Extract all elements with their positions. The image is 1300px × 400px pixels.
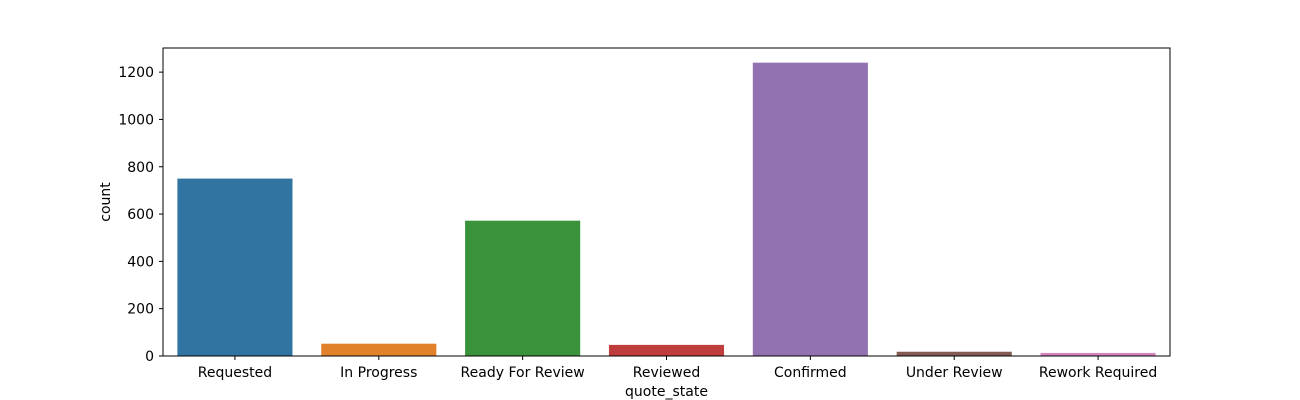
x-tick-label: In Progress xyxy=(340,365,417,381)
bar-under-review xyxy=(896,351,1012,356)
x-tick-label: Under Review xyxy=(906,365,1003,381)
x-axis-label: quote_state xyxy=(625,384,708,400)
y-tick-label: 800 xyxy=(127,160,154,176)
bar-ready-for-review xyxy=(465,220,581,356)
bar-confirmed xyxy=(752,62,868,357)
bar-reviewed xyxy=(608,344,725,356)
y-axis-ticks: 0 200 400 600 800 1000 1200 xyxy=(118,65,163,365)
x-tick-label: Requested xyxy=(198,365,272,381)
bars-group xyxy=(177,62,1156,357)
y-tick-label: 1000 xyxy=(118,112,154,128)
x-axis-ticks: Requested In Progress Ready For Review Revi… xyxy=(198,356,1157,381)
bar-rework-required xyxy=(1040,352,1156,356)
x-tick-label: Ready For Review xyxy=(461,365,585,381)
y-tick-label: 400 xyxy=(127,254,154,270)
x-tick-label: Rework Required xyxy=(1039,365,1157,381)
y-tick-label: 1200 xyxy=(118,65,154,81)
y-tick-label: 600 xyxy=(127,207,154,223)
y-tick-label: 200 xyxy=(127,302,154,318)
x-tick-label: Confirmed xyxy=(774,365,847,381)
y-tick-label: 0 xyxy=(145,349,154,365)
plot-frame xyxy=(162,47,1171,357)
x-tick-label: Reviewed xyxy=(633,365,700,381)
bar-requested xyxy=(177,178,293,356)
y-axis-label: count xyxy=(98,182,114,222)
bar-in-progress xyxy=(321,343,437,356)
